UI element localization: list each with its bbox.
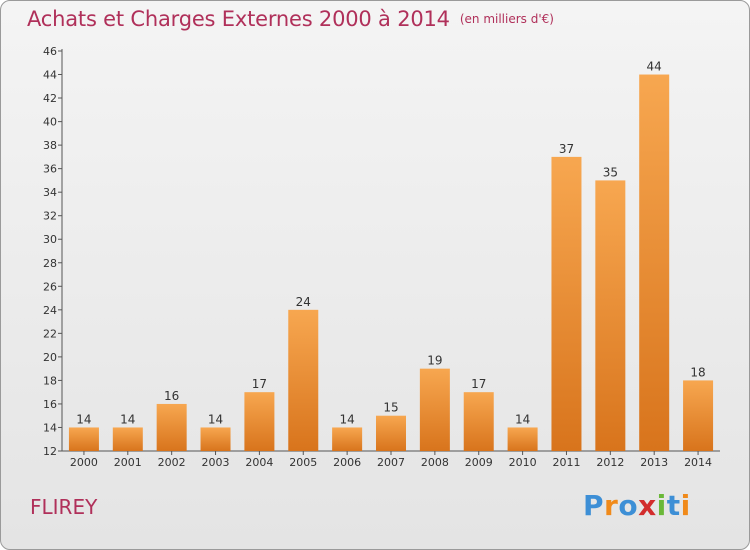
bar <box>68 427 99 451</box>
y-tick-label: 30 <box>43 233 57 246</box>
x-tick-label: 2000 <box>70 456 98 469</box>
x-tick-label: 2003 <box>202 456 230 469</box>
bar-value-label: 14 <box>120 412 135 426</box>
y-tick-label: 12 <box>43 445 57 458</box>
logo-letter: P <box>583 489 605 522</box>
logo-letter: i <box>656 489 667 522</box>
bar-value-label: 19 <box>427 354 442 368</box>
bar <box>332 427 363 451</box>
bar-value-label: 18 <box>690 365 705 379</box>
bar <box>244 392 275 451</box>
logo-letter: t <box>666 489 681 522</box>
y-tick-label: 32 <box>43 210 57 223</box>
y-tick-label: 38 <box>43 139 57 152</box>
x-tick-label: 2004 <box>245 456 273 469</box>
bar-value-label: 17 <box>252 377 267 391</box>
bar-value-label: 35 <box>603 165 618 179</box>
bar <box>683 380 714 451</box>
bar-value-label: 17 <box>471 377 486 391</box>
bar <box>507 427 538 451</box>
bar <box>112 427 143 451</box>
bar-value-label: 24 <box>296 295 311 309</box>
x-tick-label: 2008 <box>421 456 449 469</box>
logo-letter: o <box>618 489 639 522</box>
y-tick-label: 16 <box>43 398 57 411</box>
x-tick-label: 2005 <box>289 456 317 469</box>
x-tick-label: 2001 <box>114 456 142 469</box>
logo-letter: i <box>680 489 691 522</box>
y-tick-label: 18 <box>43 374 57 387</box>
bar <box>639 74 670 451</box>
x-tick-label: 2006 <box>333 456 361 469</box>
x-tick-label: 2009 <box>465 456 493 469</box>
bar <box>200 427 231 451</box>
commune-name: FLIREY <box>30 495 98 519</box>
y-tick-label: 28 <box>43 257 57 270</box>
bar <box>551 156 582 451</box>
y-tick-label: 24 <box>43 304 57 317</box>
proxiti-logo: Proxiti <box>583 489 691 522</box>
logo-letter: r <box>604 489 619 522</box>
y-tick-label: 42 <box>43 92 57 105</box>
x-tick-label: 2012 <box>596 456 624 469</box>
bar-value-label: 37 <box>559 142 574 156</box>
bar-value-label: 44 <box>647 60 662 74</box>
y-tick-label: 36 <box>43 163 57 176</box>
y-tick-label: 14 <box>43 421 57 434</box>
bar <box>288 309 319 451</box>
bar-value-label: 15 <box>383 401 398 415</box>
chart-subtitle: (en milliers d'€) <box>459 12 554 26</box>
chart-axes: 12 14 16 18 20 22 24 26 28 30 32 34 36 38 40 42 44 46 2000… <box>43 45 720 469</box>
bar <box>156 403 187 451</box>
bar-series: 14 14 16 14 17 24 14 15 19 17 14 37 35 44 18 <box>68 60 714 452</box>
bar <box>463 392 494 451</box>
bar <box>595 180 626 452</box>
bar <box>419 368 450 451</box>
bar-value-label: 16 <box>164 389 179 403</box>
bar-value-label: 14 <box>76 412 91 426</box>
y-tick-label: 22 <box>43 327 57 340</box>
chart-title: Achats et Charges Externes 2000 à 2014 <box>27 7 450 31</box>
y-tick-label: 44 <box>43 69 57 82</box>
bar-value-label: 14 <box>208 412 223 426</box>
y-tick-label: 46 <box>43 45 57 58</box>
bar-value-label: 14 <box>515 412 530 426</box>
title-block: Achats et Charges Externes 2000 à 2014 (e… <box>27 7 554 31</box>
x-tick-label: 2013 <box>640 456 668 469</box>
logo-letter: x <box>638 489 657 522</box>
x-tick-label: 2014 <box>684 456 712 469</box>
y-tick-label: 34 <box>43 186 57 199</box>
bar <box>376 415 406 451</box>
y-tick-label: 26 <box>43 280 57 293</box>
x-tick-label: 2011 <box>552 456 580 469</box>
x-tick-label: 2007 <box>377 456 405 469</box>
y-tick-label: 20 <box>43 351 57 364</box>
x-tick-label: 2002 <box>158 456 186 469</box>
y-tick-label: 40 <box>43 116 57 129</box>
x-tick-label: 2010 <box>509 456 537 469</box>
bar-value-label: 14 <box>339 412 354 426</box>
